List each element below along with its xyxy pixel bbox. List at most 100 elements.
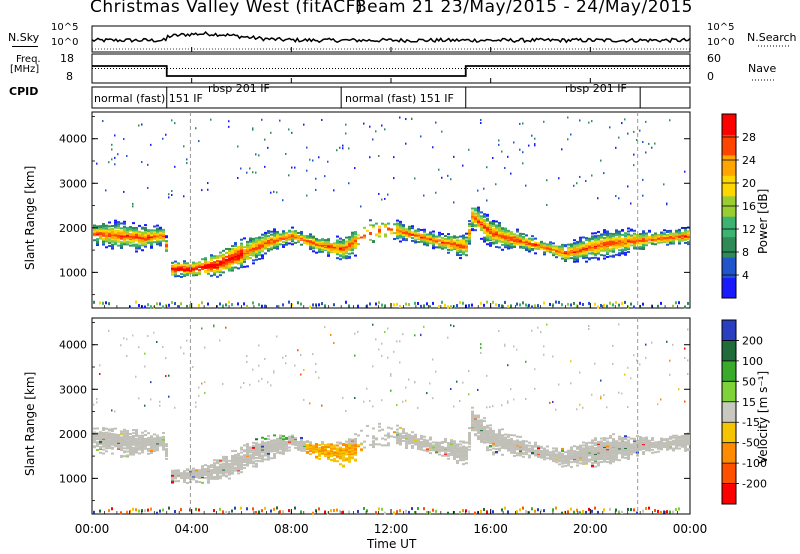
scatter-cell xyxy=(552,450,555,453)
scatter-cell xyxy=(471,225,474,228)
scatter-cell xyxy=(291,230,294,233)
scatter-cell xyxy=(504,167,506,170)
scatter-cell xyxy=(255,239,258,242)
scatter-cell xyxy=(114,435,117,438)
scatter-cell xyxy=(300,438,303,441)
scatter-cell xyxy=(315,509,317,513)
scatter-cell xyxy=(483,236,486,239)
scatter-cell xyxy=(186,481,189,484)
scatter-cell xyxy=(678,301,680,305)
scatter-cell xyxy=(216,275,219,278)
scatter-cell xyxy=(510,442,513,445)
scatter-cell xyxy=(480,118,482,121)
scatter-cell xyxy=(99,440,102,443)
scatter-cell xyxy=(429,442,432,445)
scatter-cell xyxy=(237,267,240,270)
scatter-cell xyxy=(150,245,153,248)
scatter-cell xyxy=(309,444,312,447)
scatter-cell xyxy=(543,353,545,356)
scatter-cell xyxy=(144,509,146,513)
scatter-cell xyxy=(549,245,552,248)
scatter-cell xyxy=(339,254,342,257)
scatter-cell xyxy=(336,235,339,238)
scatter-cell xyxy=(561,247,564,250)
scatter-cell xyxy=(585,179,587,182)
scatter-cell xyxy=(282,199,284,202)
scatter-cell xyxy=(468,433,471,436)
scatter-cell xyxy=(252,444,255,447)
scatter-cell xyxy=(573,239,576,242)
scatter-cell xyxy=(270,246,273,249)
scatter-cell xyxy=(501,434,504,437)
scatter-cell xyxy=(204,468,207,471)
scatter-cell xyxy=(513,398,515,401)
scatter-cell xyxy=(459,257,462,260)
scatter-cell xyxy=(678,242,681,245)
scatter-cell xyxy=(651,236,654,239)
scatter-cell xyxy=(207,467,210,470)
scatter-cell xyxy=(486,237,489,240)
scatter-cell xyxy=(567,248,570,251)
scatter-cell xyxy=(333,451,336,454)
scatter-cell xyxy=(126,450,129,453)
scatter-cell xyxy=(378,228,381,231)
scatter-cell xyxy=(258,344,260,347)
scatter-cell xyxy=(597,305,599,309)
scatter-cell xyxy=(309,246,312,249)
scatter-cell xyxy=(171,193,173,196)
scatter-cell xyxy=(213,255,216,258)
scatter-cell xyxy=(132,434,135,437)
scatter-cell xyxy=(300,373,302,376)
scatter-cell xyxy=(135,437,138,440)
scatter-cell xyxy=(276,441,279,444)
scatter-cell xyxy=(342,447,345,450)
scatter-cell xyxy=(600,240,603,243)
scatter-cell xyxy=(108,329,110,332)
scatter-cell xyxy=(618,254,621,257)
scatter-cell xyxy=(261,238,264,241)
scatter-cell xyxy=(666,233,669,236)
scatter-cell xyxy=(537,445,540,448)
scatter-cell xyxy=(528,511,530,515)
scatter-cell xyxy=(135,432,138,435)
scatter-cell xyxy=(447,174,449,177)
scatter-cell xyxy=(252,301,254,305)
scatter-cell xyxy=(201,467,204,470)
scatter-cell xyxy=(621,237,624,240)
scatter-cell xyxy=(150,438,153,441)
scatter-cell xyxy=(534,449,537,452)
scatter-cell xyxy=(120,237,123,240)
scatter-cell xyxy=(165,240,168,243)
scatter-cell xyxy=(114,437,117,440)
scatter-cell xyxy=(528,303,530,307)
scatter-cell xyxy=(486,510,488,514)
scatter-cell xyxy=(450,451,453,454)
scatter-cell xyxy=(516,439,519,442)
scatter-cell xyxy=(234,455,237,458)
scatter-cell xyxy=(462,447,465,450)
scatter-cell xyxy=(354,231,357,234)
scatter-cell xyxy=(129,241,132,244)
scatter-cell xyxy=(156,438,159,441)
scatter-cell xyxy=(315,442,318,445)
scatter-cell xyxy=(405,446,408,449)
scatter-cell xyxy=(339,247,342,250)
scatter-cell xyxy=(438,168,440,171)
scatter-cell xyxy=(252,254,255,257)
scatter-cell xyxy=(438,441,441,444)
scatter-cell xyxy=(195,507,197,511)
scatter-cell xyxy=(345,445,348,448)
scatter-cell xyxy=(633,153,635,156)
scatter-cell xyxy=(147,241,150,244)
scatter-cell xyxy=(282,241,285,244)
scatter-cell xyxy=(480,121,482,124)
scatter-cell xyxy=(213,469,216,472)
scatter-cell xyxy=(96,437,99,440)
scatter-cell xyxy=(219,254,222,257)
scatter-cell xyxy=(348,255,351,258)
scatter-cell xyxy=(261,233,264,236)
scatter-cell xyxy=(276,335,278,338)
scatter-cell xyxy=(537,304,539,308)
scatter-cell xyxy=(147,508,149,512)
scatter-cell xyxy=(288,439,291,442)
